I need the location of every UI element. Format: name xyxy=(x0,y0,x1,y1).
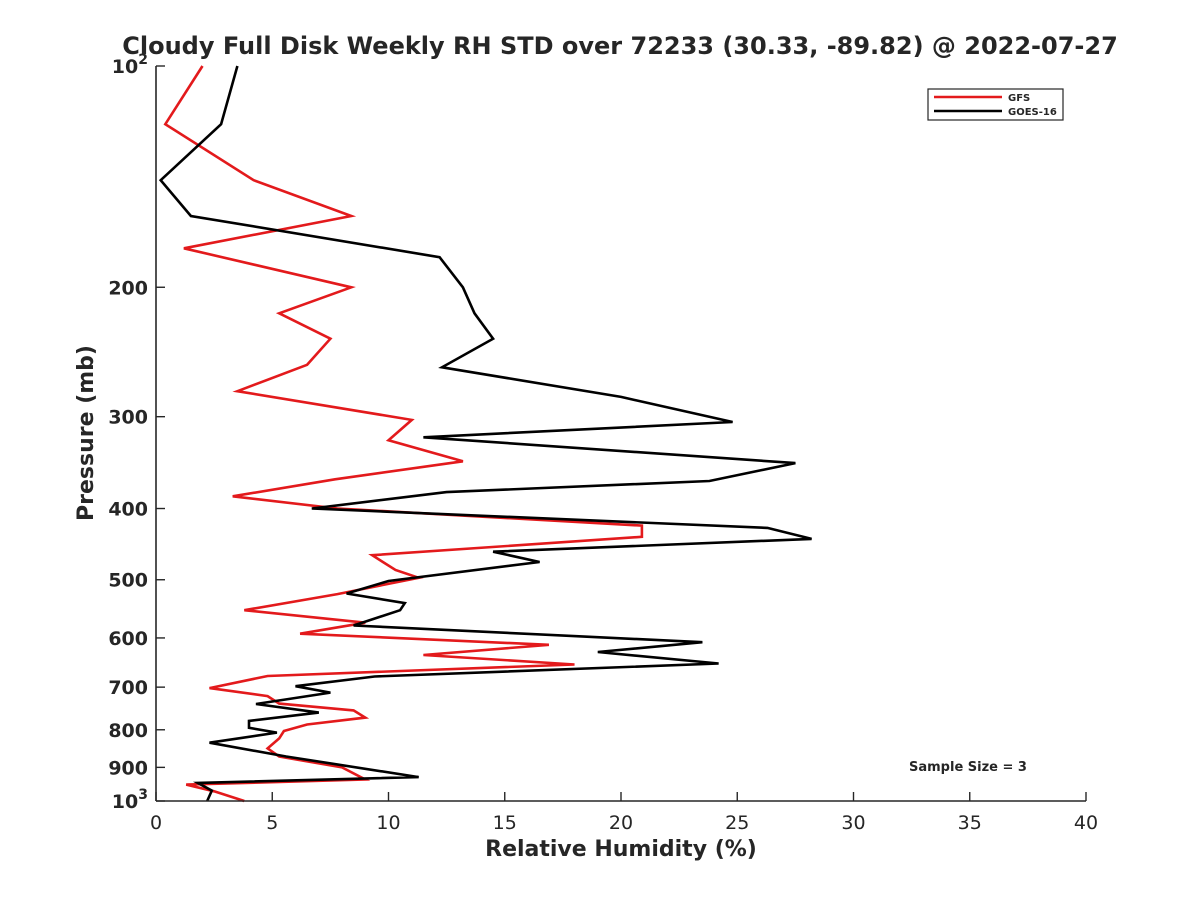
y-tick-label: 500 xyxy=(108,570,148,592)
y-ticks: 102 200 300 400 500 600 700 800 900 103 xyxy=(108,52,165,813)
x-tick-label: 5 xyxy=(266,812,278,834)
y-tick-label: 102 xyxy=(112,52,148,78)
x-ticks: 0 5 10 15 20 25 30 35 40 xyxy=(150,792,1098,834)
y-tick-label: 800 xyxy=(108,720,148,742)
y-tick-label: 300 xyxy=(108,407,148,429)
legend: GFS GOES-16 xyxy=(927,88,1064,121)
series-line-gfs xyxy=(163,65,644,803)
y-tick-label: 900 xyxy=(108,757,148,779)
legend-box xyxy=(927,88,1064,121)
x-tick-label: 35 xyxy=(958,812,982,834)
x-tick-label: 30 xyxy=(841,812,865,834)
x-tick-label: 15 xyxy=(493,812,517,834)
y-tick-label: 700 xyxy=(108,677,148,699)
y-tick-label: 200 xyxy=(108,277,148,299)
x-tick-label: 40 xyxy=(1074,812,1098,834)
series-line-goes-16 xyxy=(158,65,812,802)
y-tick-label: 103 xyxy=(112,787,148,813)
plot-lines xyxy=(158,65,812,803)
x-axis-label: Relative Humidity (%) xyxy=(485,837,757,862)
x-tick-label: 20 xyxy=(609,812,633,834)
x-tick-label: 25 xyxy=(725,812,749,834)
chart-title: Cloudy Full Disk Weekly RH STD over 7223… xyxy=(122,32,1118,60)
x-tick-label: 0 xyxy=(150,812,162,834)
y-tick-label: 400 xyxy=(108,499,148,521)
legend-label-gfs: GFS xyxy=(1008,93,1030,104)
y-tick-label: 600 xyxy=(108,628,148,650)
y-axis-label: Pressure (mb) xyxy=(74,345,99,521)
x-tick-label: 10 xyxy=(376,812,400,834)
legend-label-goes-16: GOES-16 xyxy=(1008,107,1057,118)
sample-size-annotation: Sample Size = 3 xyxy=(909,760,1027,775)
